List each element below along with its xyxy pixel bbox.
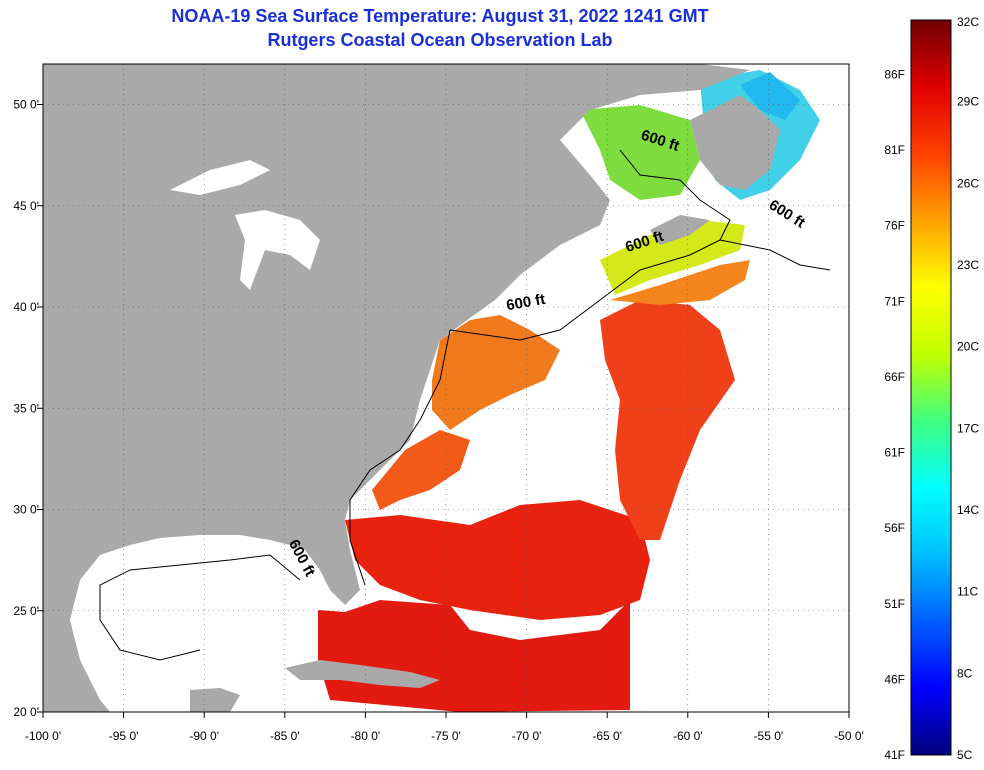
celsius-label: 8C <box>957 666 973 680</box>
fahrenheit-label: 56F <box>884 521 905 535</box>
lat-lon-grid <box>43 64 849 712</box>
hudson-bay-area <box>545 285 590 310</box>
yucatan-land <box>190 688 240 712</box>
great-lakes <box>170 160 590 310</box>
lake-michigan-huron <box>235 210 320 290</box>
celsius-label: 29C <box>957 95 979 109</box>
latitude-axis: 20 0' 25 0' 30 0' 35 0' 40 0' 45 0' 50 0' <box>13 98 43 719</box>
y-tick-label: 30 0' <box>13 503 39 517</box>
fahrenheit-labels: 86F 81F 76F 71F 66F 61F 56F 51F 46F 41F <box>884 67 905 762</box>
sst-se-coast <box>372 430 470 510</box>
celsius-label: 23C <box>957 258 979 272</box>
isobath-label: 600 ft <box>505 291 547 315</box>
sst-gulfstream-east <box>600 300 735 540</box>
y-tick-label: 20 0' <box>13 705 39 719</box>
x-tick-label: -100 0' <box>25 729 61 743</box>
longitude-axis: -100 0' -95 0' -90 0' -85 0' -80 0' -75 0' -70… <box>25 712 864 743</box>
fahrenheit-label: 41F <box>884 748 905 762</box>
lake-superior <box>170 160 270 195</box>
x-tick-label: -55 0' <box>754 729 784 743</box>
color-bar <box>910 19 952 756</box>
fahrenheit-label: 61F <box>884 446 905 460</box>
fahrenheit-label: 86F <box>884 67 905 81</box>
north-america-land <box>43 64 750 712</box>
y-tick-label: 25 0' <box>13 604 39 618</box>
fahrenheit-label: 81F <box>884 143 905 157</box>
celsius-label: 20C <box>957 340 979 354</box>
x-tick-label: -95 0' <box>109 729 139 743</box>
sst-gulfofmaine-yellow <box>600 220 745 295</box>
celsius-label: 14C <box>957 503 979 517</box>
x-tick-label: -70 0' <box>512 729 542 743</box>
nova-scotia-land <box>650 215 710 245</box>
celsius-label: 26C <box>957 176 979 190</box>
celsius-label: 11C <box>957 585 978 599</box>
map-title: NOAA-19 Sea Surface Temperature: August … <box>171 6 709 26</box>
celsius-label: 5C <box>957 748 973 762</box>
fahrenheit-label: 46F <box>884 672 905 686</box>
sst-labrador-cyan <box>740 72 800 120</box>
y-tick-label: 35 0' <box>13 401 39 415</box>
isobath-southeast <box>349 329 451 586</box>
x-tick-label: -80 0' <box>351 729 381 743</box>
y-tick-label: 40 0' <box>13 300 39 314</box>
land-mass <box>43 64 780 712</box>
x-tick-label: -85 0' <box>270 729 300 743</box>
celsius-labels: 32C 29C 26C 23C 20C 17C 14C 11C 8C 5C <box>957 15 979 762</box>
y-tick-label: 45 0' <box>13 199 39 213</box>
fahrenheit-label: 51F <box>884 597 905 611</box>
x-tick-label: -50 0' <box>834 729 864 743</box>
newfoundland-land <box>690 95 780 190</box>
isobath-scotian <box>719 239 831 271</box>
map-subtitle: Rutgers Coastal Ocean Observation Lab <box>267 30 613 50</box>
x-tick-label: -65 0' <box>592 729 622 743</box>
sst-sargasso-warm <box>345 500 650 620</box>
isobath-600ft <box>99 149 831 661</box>
x-tick-label: -60 0' <box>673 729 703 743</box>
fahrenheit-label: 76F <box>884 219 905 233</box>
y-tick-label: 50 0' <box>13 98 39 112</box>
isobath-northeast <box>449 149 731 341</box>
x-tick-label: -75 0' <box>431 729 461 743</box>
x-tick-label: -90 0' <box>189 729 219 743</box>
sst-slope-orange <box>610 260 750 305</box>
cuba-land <box>285 660 440 688</box>
sst-gulfstlawrence-green <box>580 105 700 200</box>
sst-midatlantic-shelf <box>432 315 560 430</box>
fahrenheit-label: 66F <box>884 370 905 384</box>
celsius-label: 17C <box>957 421 979 435</box>
fahrenheit-label: 71F <box>884 294 905 308</box>
celsius-label: 32C <box>957 15 979 29</box>
isobath-gulf <box>99 554 301 661</box>
